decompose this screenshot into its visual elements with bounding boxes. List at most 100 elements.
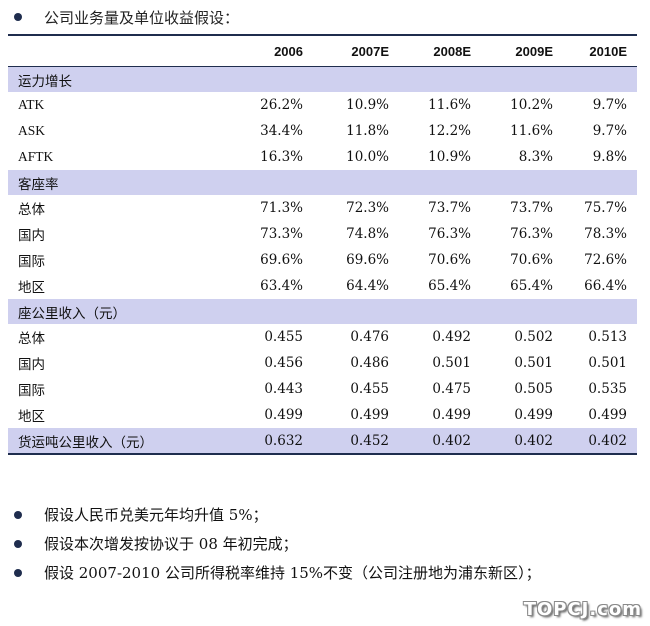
table-row: 地区 63.4% 64.4% 65.4% 65.4% 66.4%	[8, 273, 637, 299]
cell: 0.499	[588, 407, 627, 423]
column-header: 2009E	[471, 36, 553, 67]
column-header: 2008E	[389, 36, 471, 67]
table-row: 地区 0.499 0.499 0.499 0.499 0.499	[8, 402, 637, 428]
cell: 66.4%	[584, 278, 627, 294]
cell: 65.4%	[510, 278, 553, 294]
section-title: 运力增长	[18, 73, 72, 89]
cell: 0.402	[514, 432, 553, 449]
cell: 0.475	[432, 381, 471, 397]
table-row: 国内 73.3% 74.8% 76.3% 76.3% 78.3%	[8, 221, 637, 247]
row-label: 国内	[18, 228, 45, 243]
cell: 0.499	[350, 407, 389, 423]
bullet-icon	[14, 13, 22, 21]
table-row: ATK 26.2% 10.9% 11.6% 10.2% 9.7%	[8, 92, 637, 118]
note-text: 假设 2007-2010 公司所得税率维持 15%不变（公司注册地为浦东新区）；	[44, 564, 541, 582]
column-header: 2010E	[553, 36, 637, 67]
cell: 0.499	[514, 407, 553, 423]
cell: 10.9%	[346, 97, 389, 113]
cell: 64.4%	[346, 278, 389, 294]
cell: 0.486	[350, 355, 389, 371]
cell: 0.513	[588, 329, 627, 345]
assumptions-table: 2006 2007E 2008E 2009E 2010E 运力增长 ATK 26…	[8, 34, 637, 455]
cell: 0.455	[350, 381, 389, 397]
table-header-row: 2006 2007E 2008E 2009E 2010E	[8, 36, 637, 67]
section-title: 座公里收入（元）	[18, 305, 126, 321]
table-row: AFTK 16.3% 10.0% 10.9% 8.3% 9.8%	[8, 144, 637, 170]
cell: 72.6%	[584, 252, 627, 268]
cell: 0.456	[264, 355, 303, 371]
section-title: 客座率	[18, 176, 59, 192]
cell: 0.402	[432, 432, 471, 449]
cell: 10.0%	[346, 149, 389, 165]
cell: 0.502	[514, 329, 553, 345]
cell: 11.8%	[346, 123, 389, 139]
cell: 34.4%	[260, 123, 303, 139]
row-label: 国际	[18, 383, 45, 398]
cell: 63.4%	[260, 278, 303, 294]
row-label: 地区	[18, 409, 45, 424]
cell: 9.7%	[592, 97, 627, 113]
cell: 70.6%	[510, 252, 553, 268]
note-item: 假设人民币兑美元年均升值 5%；	[14, 500, 541, 529]
section-header-row: 客座率	[8, 170, 637, 195]
cargo-revenue-row: 货运吨公里收入（元） 0.632 0.452 0.402 0.402 0.402	[8, 428, 637, 453]
table-row: 总体 0.455 0.476 0.492 0.502 0.513	[8, 324, 637, 350]
cell: 0.499	[432, 407, 471, 423]
cell: 11.6%	[428, 97, 471, 113]
note-text: 假设本次增发按协议于 08 年初完成；	[44, 535, 298, 553]
cell: 0.443	[264, 381, 303, 397]
row-label: 总体	[18, 202, 45, 217]
cell: 16.3%	[260, 149, 303, 165]
cell: 75.7%	[584, 200, 627, 216]
table-row: 国内 0.456 0.486 0.501 0.501 0.501	[8, 350, 637, 376]
cell: 0.501	[432, 355, 471, 371]
assumption-notes: 假设人民币兑美元年均升值 5%； 假设本次增发按协议于 08 年初完成； 假设 …	[14, 500, 541, 587]
cell: 65.4%	[428, 278, 471, 294]
cell: 0.452	[350, 432, 389, 449]
cell: 0.501	[588, 355, 627, 371]
cell: 0.632	[264, 432, 303, 449]
cell: 11.6%	[510, 123, 553, 139]
bullet-icon	[14, 510, 22, 519]
cell: 0.476	[350, 329, 389, 345]
cell: 0.535	[588, 381, 627, 397]
cell: 0.499	[264, 407, 303, 423]
cell: 0.505	[514, 381, 553, 397]
watermark-logo: TOPCJ.com	[523, 599, 642, 620]
cell: 0.501	[514, 355, 553, 371]
cell: 0.402	[588, 432, 627, 449]
note-item: 假设 2007-2010 公司所得税率维持 15%不变（公司注册地为浦东新区）；	[14, 558, 541, 587]
cell: 9.7%	[592, 123, 627, 139]
bullet-icon	[14, 539, 22, 548]
table-row: ASK 34.4% 11.8% 12.2% 11.6% 9.7%	[8, 118, 637, 144]
section-header-row: 运力增长	[8, 67, 637, 92]
cell: 74.8%	[346, 226, 389, 242]
section-header-row: 座公里收入（元）	[8, 299, 637, 324]
cell: 8.3%	[518, 149, 553, 165]
cell: 71.3%	[260, 200, 303, 216]
row-label: ATK	[18, 97, 45, 112]
table-row: 国际 69.6% 69.6% 70.6% 70.6% 72.6%	[8, 247, 637, 273]
note-item: 假设本次增发按协议于 08 年初完成；	[14, 529, 541, 558]
table-row: 总体 71.3% 72.3% 73.7% 73.7% 75.7%	[8, 195, 637, 221]
cell: 70.6%	[428, 252, 471, 268]
cell: 10.9%	[428, 149, 471, 165]
cell: 73.3%	[260, 226, 303, 242]
page-heading: 公司业务量及单位收益假设：	[14, 6, 239, 28]
row-label: AFTK	[18, 149, 54, 164]
column-header: 2006	[226, 36, 303, 67]
cell: 26.2%	[260, 97, 303, 113]
cell: 69.6%	[346, 252, 389, 268]
note-text: 假设人民币兑美元年均升值 5%；	[44, 506, 268, 524]
cell: 78.3%	[584, 226, 627, 242]
cell: 76.3%	[428, 226, 471, 242]
cell: 10.2%	[510, 97, 553, 113]
cell: 9.8%	[592, 149, 627, 165]
column-header: 2007E	[303, 36, 389, 67]
cell: 0.455	[264, 329, 303, 345]
row-label: 国内	[18, 357, 45, 372]
row-label: 总体	[18, 331, 45, 346]
table-row: 国际 0.443 0.455 0.475 0.505 0.535	[8, 376, 637, 402]
row-label: 国际	[18, 254, 45, 269]
cell: 72.3%	[346, 200, 389, 216]
